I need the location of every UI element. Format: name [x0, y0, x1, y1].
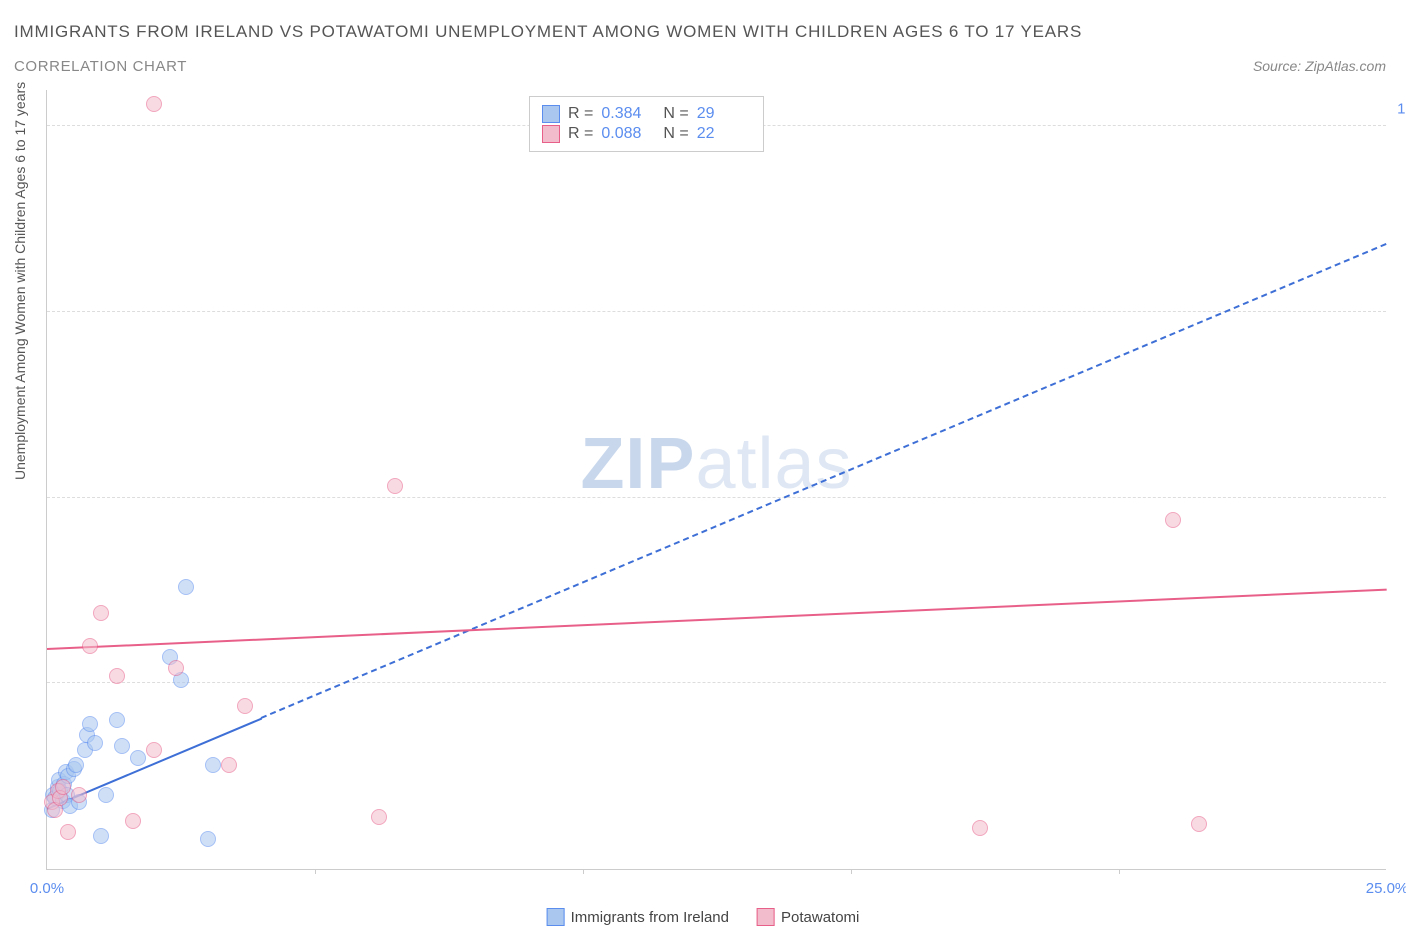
data-point — [82, 638, 98, 654]
data-point — [146, 96, 162, 112]
stat-r-label: R = — [568, 105, 593, 123]
plot-area: ZIPatlas 25.0%50.0%75.0%100.0%0.0%25.0%R… — [46, 90, 1386, 870]
gridline — [47, 497, 1386, 498]
stat-n-label: N = — [663, 125, 688, 143]
data-point — [82, 716, 98, 732]
data-point — [68, 757, 84, 773]
legend-item: Immigrants from Ireland — [547, 908, 729, 926]
stat-n-value: 22 — [697, 125, 751, 143]
data-point — [205, 757, 221, 773]
data-point — [146, 742, 162, 758]
legend: Immigrants from Ireland Potawatomi — [547, 908, 860, 926]
data-point — [55, 779, 71, 795]
stats-row: R = 0.384 N = 29 — [542, 105, 751, 123]
legend-label: Immigrants from Ireland — [571, 909, 729, 926]
stat-r-value: 0.384 — [601, 105, 655, 123]
stats-row: R = 0.088 N = 22 — [542, 125, 751, 143]
data-point — [109, 712, 125, 728]
trend-line — [261, 243, 1387, 719]
source-label: Source: ZipAtlas.com — [1253, 58, 1386, 74]
data-point — [114, 738, 130, 754]
legend-label: Potawatomi — [781, 909, 859, 926]
x-tick-label: 25.0% — [1366, 880, 1406, 897]
data-point — [972, 820, 988, 836]
data-point — [98, 787, 114, 803]
y-tick-label: 100.0% — [1397, 101, 1406, 118]
data-point — [1165, 512, 1181, 528]
legend-swatch — [542, 125, 560, 143]
legend-swatch — [757, 908, 775, 926]
data-point — [109, 668, 125, 684]
data-point — [178, 579, 194, 595]
chart-subtitle: CORRELATION CHART — [14, 58, 187, 75]
x-tick-mark — [315, 869, 316, 874]
data-point — [87, 735, 103, 751]
data-point — [60, 824, 76, 840]
y-axis-label: Unemployment Among Women with Children A… — [12, 82, 28, 480]
gridline — [47, 311, 1386, 312]
x-tick-mark — [851, 869, 852, 874]
data-point — [125, 813, 141, 829]
data-point — [1191, 816, 1207, 832]
x-tick-label: 0.0% — [30, 880, 64, 897]
legend-item: Potawatomi — [757, 908, 859, 926]
data-point — [93, 828, 109, 844]
stat-r-value: 0.088 — [601, 125, 655, 143]
data-point — [168, 660, 184, 676]
gridline — [47, 682, 1386, 683]
data-point — [371, 809, 387, 825]
data-point — [93, 605, 109, 621]
data-point — [221, 757, 237, 773]
data-point — [200, 831, 216, 847]
data-point — [71, 787, 87, 803]
x-tick-mark — [583, 869, 584, 874]
watermark: ZIPatlas — [580, 423, 852, 505]
data-point — [130, 750, 146, 766]
legend-swatch — [542, 105, 560, 123]
stats-box: R = 0.384 N = 29 R = 0.088 N = 22 — [529, 96, 764, 152]
legend-swatch — [547, 908, 565, 926]
chart-title: IMMIGRANTS FROM IRELAND VS POTAWATOMI UN… — [14, 22, 1082, 42]
stat-n-label: N = — [663, 105, 688, 123]
trend-line — [47, 588, 1387, 649]
stat-r-label: R = — [568, 125, 593, 143]
x-tick-mark — [1119, 869, 1120, 874]
data-point — [237, 698, 253, 714]
data-point — [387, 478, 403, 494]
stat-n-value: 29 — [697, 105, 751, 123]
